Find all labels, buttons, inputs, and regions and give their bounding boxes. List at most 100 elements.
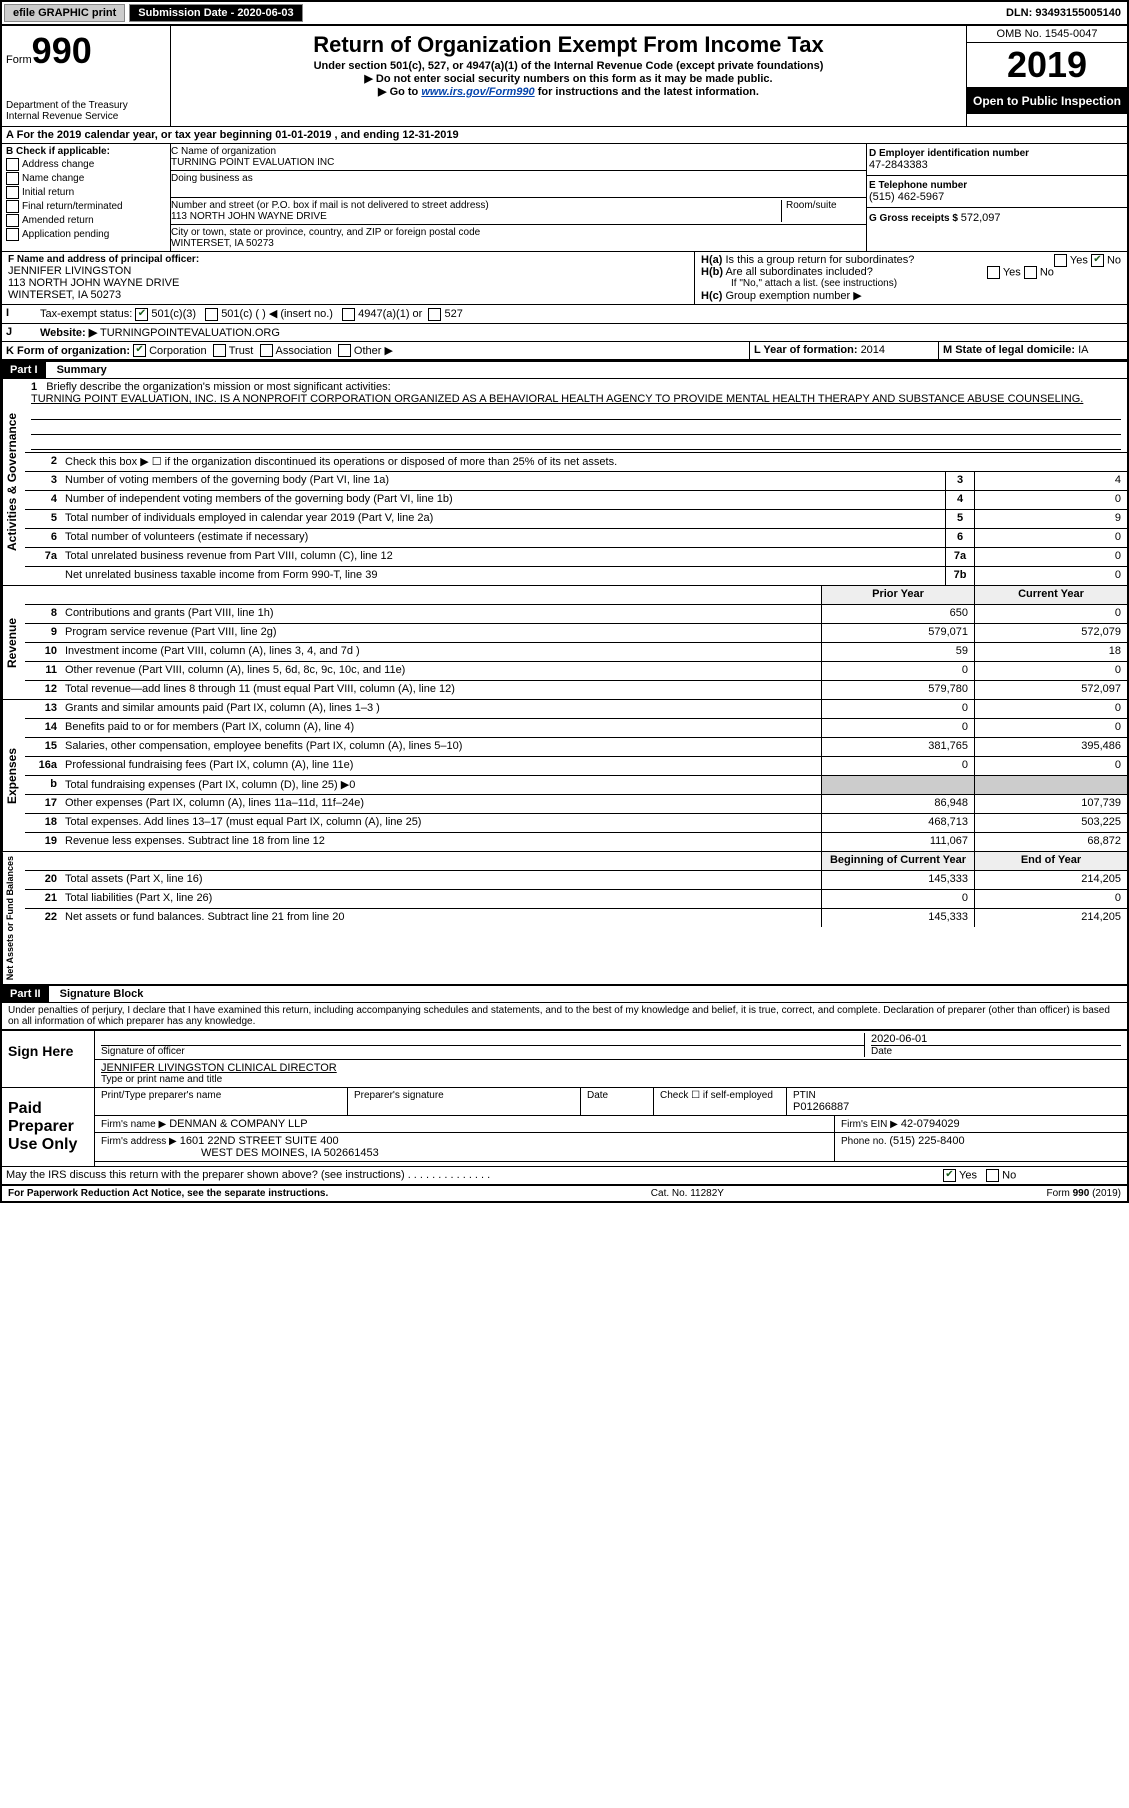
part-ii-title: Signature Block bbox=[52, 986, 152, 1002]
dept-treasury: Department of the Treasury bbox=[6, 100, 166, 111]
phone-label: E Telephone number bbox=[869, 180, 1125, 191]
note2-post: for instructions and the latest informat… bbox=[535, 86, 759, 98]
officer-print-name: JENNIFER LIVINGSTON CLINICAL DIRECTOR bbox=[101, 1062, 1121, 1074]
tax-year: 2019 bbox=[967, 43, 1127, 88]
h-b: H(b) Are all subordinates included? Yes … bbox=[701, 266, 1121, 278]
open-inspection: Open to Public Inspection bbox=[967, 88, 1127, 114]
officer-addr1: 113 NORTH JOHN WAYNE DRIVE bbox=[8, 277, 688, 289]
chk-corporation[interactable] bbox=[133, 344, 146, 357]
chk-4947[interactable] bbox=[342, 308, 355, 321]
phone-value: (515) 462-5967 bbox=[869, 191, 1125, 203]
chk-amended-return[interactable]: Amended return bbox=[6, 214, 166, 227]
firm-ein: 42-0794029 bbox=[901, 1118, 960, 1130]
efile-button[interactable]: efile GRAPHIC print bbox=[4, 4, 125, 22]
table-row: 5Total number of individuals employed in… bbox=[25, 510, 1127, 529]
tax-exempt-status: Tax-exempt status: 501(c)(3) 501(c) ( ) … bbox=[36, 305, 1127, 323]
table-row: 4Number of independent voting members of… bbox=[25, 491, 1127, 510]
table-row: bTotal fundraising expenses (Part IX, co… bbox=[25, 776, 1127, 795]
table-row: 14Benefits paid to or for members (Part … bbox=[25, 719, 1127, 738]
footer-right: Form 990 (2019) bbox=[1047, 1188, 1121, 1199]
firm-addr-label: Firm's address ▶ bbox=[101, 1136, 177, 1147]
col-end-year: End of Year bbox=[974, 852, 1127, 870]
irs-label: Internal Revenue Service bbox=[6, 111, 166, 122]
website-note: Go to www.irs.gov/Form990 for instructio… bbox=[175, 85, 962, 98]
chk-trust[interactable] bbox=[213, 344, 226, 357]
ein-value: 47-2843383 bbox=[869, 159, 1125, 171]
irs-link[interactable]: www.irs.gov/Form990 bbox=[421, 86, 534, 98]
prep-self-emp: Check ☐ if self-employed bbox=[654, 1088, 787, 1115]
ptin-label: PTIN bbox=[793, 1090, 1121, 1101]
h-b-note: If "No," attach a list. (see instruction… bbox=[701, 278, 1121, 289]
chk-527[interactable] bbox=[428, 308, 441, 321]
website-value: TURNINGPOINTEVALUATION.ORG bbox=[100, 327, 280, 339]
sign-here-label: Sign Here bbox=[2, 1031, 95, 1087]
officer-label: F Name and address of principal officer: bbox=[8, 254, 688, 265]
table-row: 20Total assets (Part X, line 16)145,3332… bbox=[25, 871, 1127, 890]
vlabel-activities: Activities & Governance bbox=[2, 379, 25, 585]
addr-label: Number and street (or P.O. box if mail i… bbox=[171, 200, 781, 211]
chk-discuss-no[interactable] bbox=[986, 1169, 999, 1182]
form-990-page: efile GRAPHIC print Submission Date - 20… bbox=[0, 0, 1129, 1203]
col-prior-year: Prior Year bbox=[821, 586, 974, 604]
form-990-number: 990 bbox=[32, 30, 92, 71]
org-name-label: C Name of organization bbox=[171, 146, 866, 157]
table-row: 18Total expenses. Add lines 13–17 (must … bbox=[25, 814, 1127, 833]
chk-application-pending[interactable]: Application pending bbox=[6, 228, 166, 241]
year-formation: 2014 bbox=[861, 344, 885, 356]
h-c: H(c) Group exemption number ▶ bbox=[701, 289, 1121, 302]
penalties-text: Under penalties of perjury, I declare th… bbox=[2, 1003, 1127, 1029]
chk-discuss-yes[interactable] bbox=[943, 1169, 956, 1182]
chk-initial-return[interactable]: Initial return bbox=[6, 186, 166, 199]
state-domicile: IA bbox=[1078, 344, 1088, 356]
chk-association[interactable] bbox=[260, 344, 273, 357]
line-2: Check this box ▶ ☐ if the organization d… bbox=[61, 453, 1127, 471]
ein-label: D Employer identification number bbox=[869, 148, 1125, 159]
chk-501c[interactable] bbox=[205, 308, 218, 321]
chk-final-return[interactable]: Final return/terminated bbox=[6, 200, 166, 213]
vlabel-netassets: Net Assets or Fund Balances bbox=[2, 852, 25, 984]
table-row: 13Grants and similar amounts paid (Part … bbox=[25, 700, 1127, 719]
firm-addr1: 1601 22ND STREET SUITE 400 bbox=[180, 1135, 339, 1147]
chk-501c3[interactable] bbox=[135, 308, 148, 321]
table-row: Net unrelated business taxable income fr… bbox=[25, 567, 1127, 585]
part-i-bar: Part I bbox=[2, 362, 46, 378]
table-row: 7aTotal unrelated business revenue from … bbox=[25, 548, 1127, 567]
form-prefix: Form bbox=[6, 54, 32, 66]
officer-addr2: WINTERSET, IA 50273 bbox=[8, 289, 688, 301]
sig-date: 2020-06-01 bbox=[871, 1033, 1121, 1045]
col-begin-year: Beginning of Current Year bbox=[821, 852, 974, 870]
mission-text: TURNING POINT EVALUATION, INC. IS A NONP… bbox=[31, 393, 1083, 405]
gross-receipts-label: G Gross receipts $ bbox=[869, 213, 961, 224]
chk-other[interactable] bbox=[338, 344, 351, 357]
sig-officer-label: Signature of officer bbox=[101, 1045, 864, 1057]
chk-address-change[interactable]: Address change bbox=[6, 158, 166, 171]
topbar: efile GRAPHIC print Submission Date - 20… bbox=[2, 2, 1127, 26]
sig-date-label: Date bbox=[871, 1045, 1121, 1057]
org-address: 113 NORTH JOHN WAYNE DRIVE bbox=[171, 211, 781, 222]
table-row: 6Total number of volunteers (estimate if… bbox=[25, 529, 1127, 548]
firm-label: Firm's name ▶ bbox=[101, 1119, 166, 1130]
line-i: I bbox=[2, 305, 36, 323]
dba-label: Doing business as bbox=[171, 173, 866, 184]
submission-date: Submission Date - 2020-06-03 bbox=[129, 4, 302, 22]
vlabel-revenue: Revenue bbox=[2, 586, 25, 699]
line-a: A For the 2019 calendar year, or tax yea… bbox=[2, 127, 1127, 143]
table-row: 12Total revenue—add lines 8 through 11 (… bbox=[25, 681, 1127, 699]
form-header: Form990 Department of the Treasury Inter… bbox=[2, 26, 1127, 127]
form-org-label: K Form of organization: bbox=[6, 345, 130, 357]
dln: DLN: 93493155005140 bbox=[1000, 7, 1127, 19]
org-city: WINTERSET, IA 50273 bbox=[171, 238, 866, 249]
prep-name-hdr: Print/Type preparer's name bbox=[95, 1088, 348, 1115]
part-i-title: Summary bbox=[49, 362, 115, 378]
vlabel-expenses: Expenses bbox=[2, 700, 25, 851]
state-domicile-label: M State of legal domicile: bbox=[943, 344, 1078, 356]
omb-number: OMB No. 1545-0047 bbox=[967, 26, 1127, 43]
discuss-question: May the IRS discuss this return with the… bbox=[2, 1167, 939, 1184]
chk-name-change[interactable]: Name change bbox=[6, 172, 166, 185]
line-j: J bbox=[2, 324, 36, 341]
table-row: 22Net assets or fund balances. Subtract … bbox=[25, 909, 1127, 927]
mission-label: Briefly describe the organization's miss… bbox=[46, 381, 390, 393]
note2-pre: Go to bbox=[390, 86, 422, 98]
prep-date-hdr: Date bbox=[581, 1088, 654, 1115]
part-ii-bar: Part II bbox=[2, 986, 49, 1002]
